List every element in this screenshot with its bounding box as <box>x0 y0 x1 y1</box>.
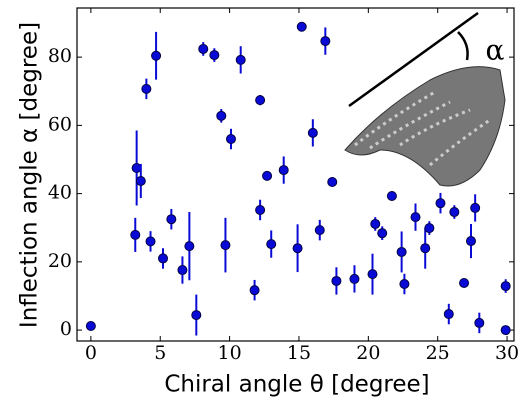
annotation: α <box>486 34 505 67</box>
data-point <box>327 177 338 188</box>
data-point <box>141 83 152 94</box>
data-point <box>278 165 289 176</box>
data-point <box>166 214 177 225</box>
data-point <box>266 239 277 250</box>
data-point <box>235 54 246 65</box>
data-point <box>307 127 318 138</box>
x-axis-label: Chiral angle θ [degree] <box>164 372 429 398</box>
data-point <box>410 212 421 223</box>
data-point <box>399 279 410 290</box>
data-point <box>377 228 388 239</box>
data-point <box>443 309 454 320</box>
data-point <box>349 273 360 284</box>
x-tick-label: 10 <box>218 342 242 364</box>
x-tick-label: 30 <box>495 342 519 364</box>
data-point <box>135 175 146 186</box>
data-point <box>296 21 307 32</box>
data-point <box>386 190 397 201</box>
y-axis-label: Inflection angle α [degree] <box>17 22 43 328</box>
y-tick-label: 40 <box>48 182 72 204</box>
data-point <box>191 310 202 321</box>
data-point <box>220 240 231 251</box>
data-point <box>85 320 96 331</box>
data-point <box>151 50 162 61</box>
data-point <box>396 246 407 257</box>
plot-frame <box>76 7 515 342</box>
x-tick-label: 5 <box>154 342 166 364</box>
data-point <box>314 225 325 236</box>
data-point <box>177 265 188 276</box>
data-point <box>249 285 260 296</box>
data-point <box>331 275 342 286</box>
data-point <box>420 243 431 254</box>
data-point <box>225 134 236 145</box>
data-point <box>255 204 266 215</box>
x-tick-label: 20 <box>356 342 380 364</box>
inset-molecule <box>344 11 506 187</box>
data-point <box>465 236 476 247</box>
data-point <box>370 218 381 229</box>
data-point <box>262 170 273 181</box>
data-point <box>292 243 303 254</box>
data-point <box>500 281 511 292</box>
data-point <box>184 241 195 252</box>
x-tick-label: 25 <box>426 342 450 364</box>
data-point <box>130 229 141 240</box>
y-tick-label: 60 <box>48 113 72 135</box>
x-tick-label: 15 <box>287 342 311 364</box>
data-point <box>198 43 209 54</box>
data-point <box>320 36 331 47</box>
data-point <box>209 50 220 61</box>
y-tick-label: 0 <box>60 318 72 340</box>
y-tick-label: 20 <box>48 250 72 272</box>
data-point <box>500 325 511 336</box>
data-point <box>470 202 481 213</box>
x-tick-label: 0 <box>85 342 97 364</box>
y-tick-label: 80 <box>48 45 72 67</box>
data-point <box>474 317 485 328</box>
data-point <box>449 207 460 218</box>
data-point <box>131 163 142 174</box>
data-point <box>435 198 446 209</box>
data-point <box>216 110 227 121</box>
data-point <box>255 95 266 106</box>
data-point <box>367 269 378 280</box>
data-point <box>145 236 156 247</box>
data-point <box>424 223 435 234</box>
data-point <box>459 277 470 288</box>
data-point <box>158 253 169 264</box>
